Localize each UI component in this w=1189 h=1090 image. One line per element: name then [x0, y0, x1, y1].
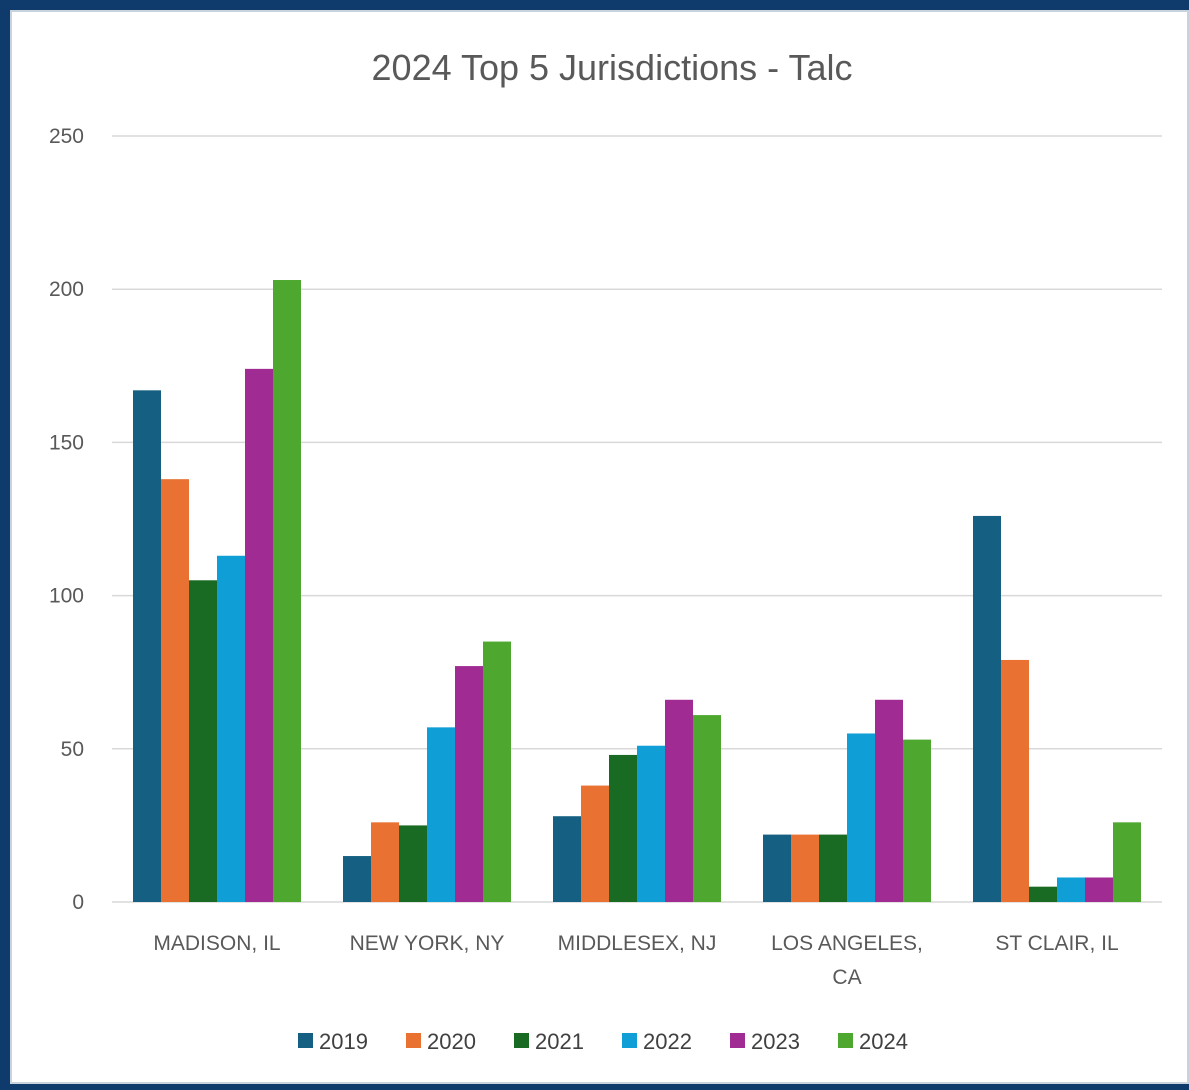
x-tick-label: MIDDLESEX, NJ	[558, 932, 717, 955]
bar-2019	[343, 856, 371, 902]
legend: 2019 2020 2021 2022 2023 2024	[298, 1029, 908, 1054]
bar-2023	[665, 699, 693, 902]
x-tick-label: LOS ANGELES,	[771, 932, 923, 955]
legend-swatch	[838, 1033, 853, 1048]
bar-2023	[875, 699, 903, 902]
bar-2022	[427, 727, 455, 902]
bar-2021	[189, 580, 217, 902]
legend-swatch	[514, 1033, 529, 1048]
bar-chart: 2024 Top 5 Jurisdictions - Talc 0 50 100 15…	[49, 47, 1162, 1054]
legend-label: 2019	[319, 1029, 368, 1054]
bar-2021	[399, 825, 427, 902]
bar-2020	[1001, 659, 1029, 902]
legend-label: 2023	[751, 1029, 800, 1054]
bar-2021	[1029, 886, 1057, 902]
bar-2024	[483, 641, 511, 902]
bar-2022	[847, 733, 875, 902]
y-tick-label: 100	[49, 585, 84, 608]
bar-2019	[133, 390, 161, 902]
bar-2024	[273, 280, 301, 902]
bars	[133, 280, 1141, 902]
bar-2021	[609, 754, 637, 902]
bar-2019	[553, 816, 581, 902]
bar-2020	[581, 785, 609, 902]
bar-2023	[245, 368, 273, 902]
legend-label: 2024	[859, 1029, 908, 1054]
legend-swatch	[406, 1033, 421, 1048]
y-tick-label: 250	[49, 125, 84, 148]
bar-2020	[371, 822, 399, 902]
bar-2021	[819, 834, 847, 902]
bar-2023	[455, 666, 483, 902]
x-axis: MADISON, IL NEW YORK, NY MIDDLESEX, NJ LOS …	[153, 932, 1118, 989]
legend-swatch	[622, 1033, 637, 1048]
bar-2019	[973, 515, 1001, 902]
y-tick-label: 200	[49, 278, 84, 301]
bar-2020	[791, 834, 819, 902]
bar-2022	[637, 745, 665, 902]
legend-label: 2020	[427, 1029, 476, 1054]
bar-2024	[903, 739, 931, 902]
bar-2023	[1085, 877, 1113, 902]
legend-label: 2021	[535, 1029, 584, 1054]
y-tick-label: 50	[61, 738, 84, 761]
x-tick-label: NEW YORK, NY	[350, 932, 505, 955]
y-tick-label: 150	[49, 431, 84, 454]
bar-2024	[1113, 822, 1141, 902]
bar-2022	[217, 555, 245, 902]
y-tick-label: 0	[72, 891, 84, 914]
chart-title: 2024 Top 5 Jurisdictions - Talc	[372, 47, 853, 88]
chart-frame: 2024 Top 5 Jurisdictions - Talc 0 50 100 15…	[10, 10, 1189, 1084]
x-tick-label: MADISON, IL	[153, 932, 280, 955]
y-axis: 0 50 100 150 200 250	[49, 125, 84, 914]
x-tick-label: CA	[832, 966, 861, 989]
legend-label: 2022	[643, 1029, 692, 1054]
bar-2019	[763, 834, 791, 902]
bar-2024	[693, 715, 721, 902]
legend-swatch	[298, 1033, 313, 1048]
bar-2022	[1057, 877, 1085, 902]
x-tick-label: ST CLAIR, IL	[995, 932, 1118, 955]
bar-2020	[161, 479, 189, 902]
legend-swatch	[730, 1033, 745, 1048]
